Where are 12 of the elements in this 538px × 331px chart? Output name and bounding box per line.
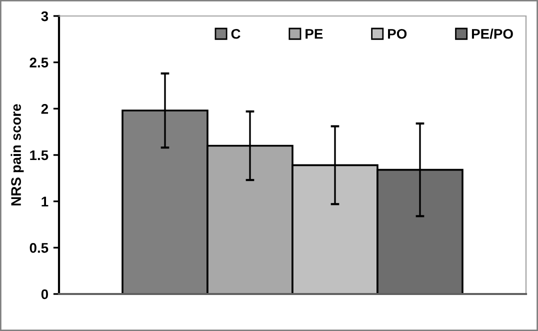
legend-label: PE/PO (472, 28, 513, 39)
legend-label: PO (388, 28, 407, 39)
y-tick-label: 0 (41, 289, 48, 300)
y-tick-label: 1 (42, 196, 48, 206)
legend-label: C (231, 28, 240, 39)
legend-label: PE (306, 29, 323, 39)
y-tick-label: 1.5 (30, 150, 48, 160)
y-tick-label: 3 (41, 11, 48, 22)
y-tick-label: 0.5 (30, 243, 48, 253)
y-tick-label: 2 (41, 104, 48, 114)
y-tick-label: 2.5 (30, 58, 48, 68)
y-axis-title: NRS pain score (10, 104, 24, 206)
